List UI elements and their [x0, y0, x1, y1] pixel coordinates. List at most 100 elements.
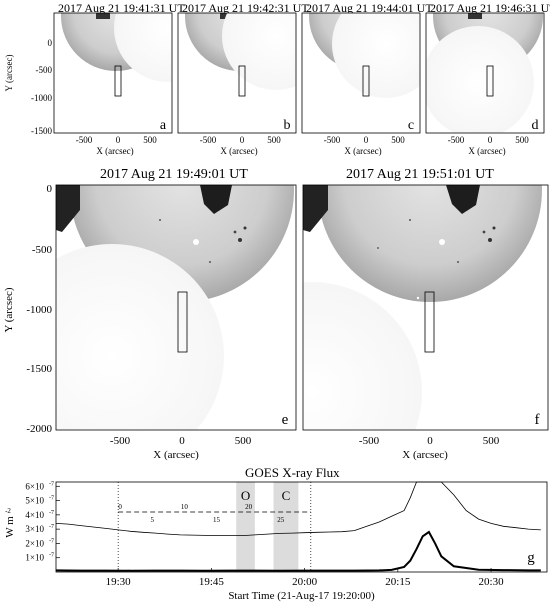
panel-c: [302, 13, 420, 133]
x-tick-d-1: 0: [488, 135, 493, 145]
y-tick-a-1: -500: [36, 65, 53, 75]
panel-f-frame: [302, 184, 549, 431]
y-tick-e-1: -500: [32, 244, 53, 256]
x-label-a: X (arcsec): [96, 146, 133, 156]
scale-bar-label-1: 5: [151, 516, 155, 524]
scale-bar-label-3: 15: [213, 516, 221, 524]
x-tick-e-1: 0: [179, 435, 185, 447]
panel-b-title: 2017 Aug 21 19:42:31 UT: [182, 1, 309, 15]
panel-a-frame: [53, 12, 173, 134]
y-tick-exp-1: -7: [49, 538, 54, 544]
panel-c-title: 2017 Aug 21 19:44:01 UT: [306, 1, 433, 15]
series-line-1: [55, 530, 541, 572]
panel-d-title: 2017 Aug 21 19:46:31 UT: [430, 1, 550, 15]
y-axis-label-exp: -2: [5, 507, 11, 515]
panel-d-box: [486, 65, 494, 97]
x-label-f: X (arcsec): [402, 449, 448, 461]
y-axis-label-a: Y (arcsec): [4, 55, 14, 92]
panel-e-letter: e: [282, 412, 289, 428]
y-tick-label-0: 1×10: [25, 553, 44, 563]
panel-f-letter: f: [535, 412, 540, 428]
x-tick-c-2: 500: [391, 135, 405, 145]
y-tick-e-2: -1000: [26, 304, 52, 316]
x-tick-b-0: -500: [200, 135, 217, 145]
panel-e: [56, 185, 296, 430]
scale-bar-label-4: 20: [245, 503, 253, 511]
image-panels: a b c d e f 0 -500 -1000 -1500 -2000 Y (…: [3, 12, 549, 461]
x-tick-f-2: 500: [483, 435, 500, 447]
panel-e-frame: [55, 184, 297, 431]
panel-a-box: [114, 65, 122, 97]
y-axis-label: W m: [4, 516, 16, 538]
x-tick-c-0: -500: [324, 135, 341, 145]
x-tick-d-0: -500: [448, 135, 465, 145]
y-tick-exp-3: -7: [49, 510, 54, 516]
chart-frame: [55, 481, 548, 573]
y-tick-e-0: 0: [47, 183, 53, 195]
x-label-e: X (arcsec): [153, 449, 199, 461]
x-tick-e-0: -500: [110, 435, 131, 447]
y-tick-exp-2: -7: [49, 524, 54, 530]
panel-e-box: [177, 291, 188, 353]
x-tick-label-3: 20:15: [385, 576, 411, 588]
panel-a: [54, 13, 172, 133]
series-line-0: [55, 481, 541, 536]
panel-c-letter: c: [408, 118, 414, 133]
x-tick-a-0: -500: [76, 135, 93, 145]
panel-b-box: [238, 65, 246, 97]
x-label-b: X (arcsec): [220, 146, 257, 156]
x-tick-label-2: 20:00: [292, 576, 318, 588]
x-tick-label-4: 20:30: [479, 576, 505, 588]
panel-d-letter: d: [532, 118, 539, 133]
y-tick-a-3: -1500: [31, 126, 52, 136]
x-tick-b-1: 0: [240, 135, 245, 145]
y-tick-e-4: -2000: [26, 423, 52, 435]
panel-a-letter: a: [160, 118, 167, 133]
panel-d-frame: [425, 12, 545, 134]
panel-e-title: 2017 Aug 21 19:49:01 UT: [100, 167, 248, 182]
panel-f-title: 2017 Aug 21 19:51:01 UT: [346, 167, 494, 182]
shaded-interval-1: [273, 482, 299, 572]
y-tick-label-5: 6×10: [25, 481, 44, 491]
scale-bar-label-5: 25: [277, 516, 285, 524]
x-label-c: X (arcsec): [344, 146, 381, 156]
panel-f: [303, 185, 548, 430]
y-tick-a-0: 0: [48, 38, 53, 48]
x-tick-a-1: 0: [116, 135, 121, 145]
x-tick-label-0: 19:30: [106, 576, 132, 588]
shaded-label-0: O: [241, 488, 250, 503]
panel-f-box: [424, 291, 435, 353]
y-axis-label-e: Y (arcsec): [3, 287, 15, 332]
x-tick-b-2: 500: [267, 135, 281, 145]
scale-bar-label-0: 0: [118, 503, 122, 511]
x-tick-e-2: 500: [235, 435, 252, 447]
y-tick-a-2: -1000: [31, 93, 52, 103]
scale-bar-label-2: 10: [181, 503, 189, 511]
y-tick-label-1: 2×10: [25, 538, 44, 548]
panel-c-frame: [301, 12, 421, 134]
x-tick-f-1: 0: [427, 435, 433, 447]
x-tick-d-2: 500: [515, 135, 529, 145]
x-tick-label-1: 19:45: [199, 576, 225, 588]
y-tick-e-3: -1500: [26, 363, 52, 375]
x-tick-f-0: -500: [359, 435, 380, 447]
y-tick-label-4: 5×10: [25, 496, 44, 506]
x-tick-a-2: 500: [143, 135, 157, 145]
panel-b-frame: [177, 12, 297, 134]
goes-chart: O C 0 5 10 15 20 25 1×10 -7 2×10 -7 3×10 -7 4×10 -7 5×10…: [4, 481, 548, 602]
panel-d: [426, 13, 544, 133]
x-axis-label: Start Time (21-Aug-17 19:20:00): [228, 590, 375, 602]
y-tick-label-2: 3×10: [25, 524, 44, 534]
y-tick-exp-5: -7: [49, 481, 54, 487]
y-tick-label-3: 4×10: [25, 510, 44, 520]
panel-b-letter: b: [284, 118, 291, 133]
shaded-label-1: C: [282, 488, 291, 503]
panel-c-box: [362, 65, 370, 97]
panel-b: [178, 13, 296, 133]
panel-a-title: 2017 Aug 21 19:41:31 UT: [58, 1, 185, 15]
shaded-interval-0: [236, 482, 255, 572]
x-tick-c-1: 0: [364, 135, 369, 145]
y-tick-exp-0: -7: [49, 553, 54, 559]
chart-title: GOES X-ray Flux: [245, 465, 340, 480]
x-label-d: X (arcsec): [468, 146, 505, 156]
